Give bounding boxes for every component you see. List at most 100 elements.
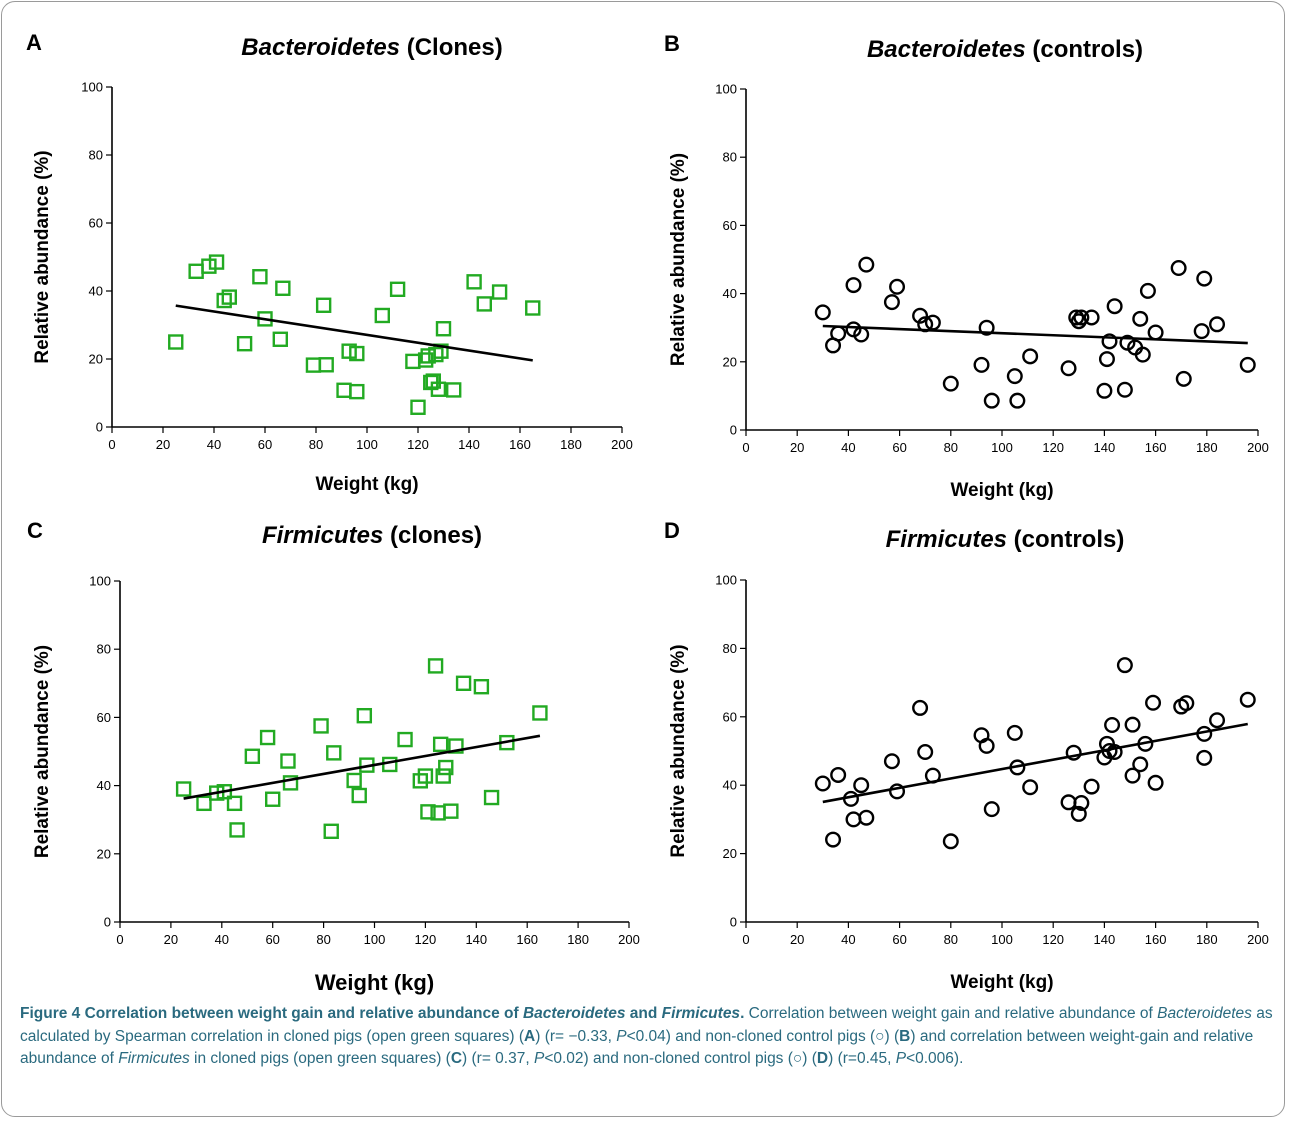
y-tick-label: 40 — [723, 778, 737, 793]
data-point-circle — [814, 304, 831, 321]
x-tick-label: 200 — [611, 437, 633, 452]
data-point-square — [427, 658, 444, 674]
data-point-square — [280, 753, 296, 769]
data-point-square — [483, 789, 500, 806]
data-point-circle — [883, 753, 900, 770]
chart-title-rest: (controls) — [1007, 526, 1124, 553]
data-point-circle — [983, 392, 1000, 409]
data-point-square — [405, 353, 421, 370]
data-point-square — [410, 399, 426, 415]
data-point-square — [323, 823, 339, 839]
data-point-circle — [1132, 310, 1149, 327]
chart-panel-b: B Bacteroidetes (controls) 0 20 40 60 80 100 120… — [664, 31, 1269, 501]
data-point-circle — [858, 256, 875, 273]
x-tick-label: 80 — [944, 932, 958, 947]
data-point-square — [221, 289, 238, 305]
x-tick-label: 200 — [1247, 932, 1269, 947]
data-point-square — [272, 331, 288, 347]
data-point-square — [532, 705, 548, 721]
y-tick-label: 60 — [97, 710, 111, 725]
data-point-circle — [889, 783, 906, 800]
y-tick-label: 80 — [97, 642, 111, 657]
data-point-circle — [1116, 657, 1133, 674]
data-point-square — [525, 300, 541, 316]
data-point-circle — [942, 833, 959, 850]
x-tick-label: 160 — [509, 437, 531, 452]
caption-part: ) (r= −0.33, — [535, 1027, 617, 1045]
data-point-square — [236, 336, 253, 352]
x-tick-label: 20 — [790, 440, 804, 455]
y-tick-label: 100 — [81, 80, 103, 95]
y-tick-label: 20 — [723, 846, 737, 861]
data-point-square — [432, 736, 449, 753]
chart-title: Firmicutes (controls) — [886, 526, 1125, 553]
x-tick-label: 0 — [108, 437, 115, 452]
data-point-circle — [1132, 756, 1149, 773]
x-tick-label: 100 — [356, 437, 378, 452]
x-tick-label: 40 — [841, 440, 855, 455]
data-point-square — [282, 775, 299, 791]
data-point-square — [425, 373, 441, 389]
chart-title-rest: (clones) — [383, 522, 482, 549]
x-tick-label: 0 — [742, 932, 749, 947]
data-point-circle — [853, 777, 870, 794]
data-point-circle — [1022, 348, 1039, 365]
data-point-square — [175, 781, 192, 797]
data-point-square — [491, 284, 508, 300]
x-tick-label: 60 — [892, 440, 906, 455]
data-point-square — [318, 357, 334, 373]
data-point-circle — [1022, 779, 1039, 796]
x-tick-label: 180 — [1196, 932, 1218, 947]
x-tick-label: 80 — [309, 437, 323, 452]
caption-part: Firmicutes — [661, 1005, 741, 1022]
chart-title-italic: Firmicutes — [886, 526, 1007, 553]
x-tick-label: 120 — [407, 437, 429, 452]
data-point-circle — [1193, 323, 1210, 340]
x-tick-label: 100 — [991, 932, 1013, 947]
data-point-circle — [1145, 694, 1162, 711]
y-tick-label: 80 — [89, 148, 103, 163]
x-axis-label: Weight (kg) — [315, 970, 434, 995]
data-point-square — [420, 804, 436, 820]
x-tick-label: 180 — [567, 932, 589, 947]
caption-part: in cloned pigs (open green squares) ( — [189, 1050, 451, 1067]
data-point-square — [356, 707, 373, 724]
y-tick-label: 0 — [104, 915, 111, 930]
data-point-square — [226, 795, 243, 812]
x-tick-label: 200 — [1247, 440, 1269, 455]
y-axis-label: Relative abundance (%) — [668, 644, 689, 857]
data-point-circle — [1124, 716, 1141, 733]
y-tick-label: 0 — [730, 423, 737, 438]
data-point-circle — [1124, 767, 1141, 784]
data-point-circle — [830, 325, 847, 342]
x-tick-label: 140 — [1094, 932, 1116, 947]
x-tick-label: 140 — [458, 437, 480, 452]
data-point-square — [196, 795, 212, 812]
data-point-square — [315, 297, 332, 313]
data-point-circle — [1147, 774, 1164, 791]
data-point-circle — [1106, 744, 1123, 761]
data-point-square — [351, 787, 367, 804]
data-point-square — [435, 768, 451, 784]
data-point-circle — [1070, 805, 1087, 822]
data-point-square — [229, 822, 245, 838]
x-tick-label: 60 — [892, 932, 906, 947]
data-point-circle — [825, 831, 842, 848]
chart-panel-c: C Firmicutes (clones) 0 20 40 60 80 100 120 140 16… — [27, 518, 640, 995]
data-point-circle — [1006, 724, 1023, 741]
charts-canvas: A Bacteroidetes (Clones) 0 20 40 60 80 100 120 14… — [26, 30, 1269, 995]
x-axis-label: Weight (kg) — [950, 972, 1053, 993]
chart-title-italic: Bacteroidetes — [867, 36, 1026, 63]
data-point-square — [336, 382, 352, 398]
caption-part: A — [524, 1027, 536, 1045]
x-tick-label: 20 — [164, 932, 178, 947]
x-tick-label: 20 — [156, 437, 170, 452]
caption-part: B — [899, 1027, 911, 1045]
y-axis-label: Relative abundance (%) — [32, 150, 53, 363]
data-point-square — [305, 357, 322, 373]
data-point-circle — [1196, 270, 1213, 287]
chart-title-rest: (Clones) — [400, 34, 503, 61]
caption-part: ) and correlation between weight-gain an… — [20, 1027, 1254, 1068]
data-point-circle — [845, 277, 862, 294]
